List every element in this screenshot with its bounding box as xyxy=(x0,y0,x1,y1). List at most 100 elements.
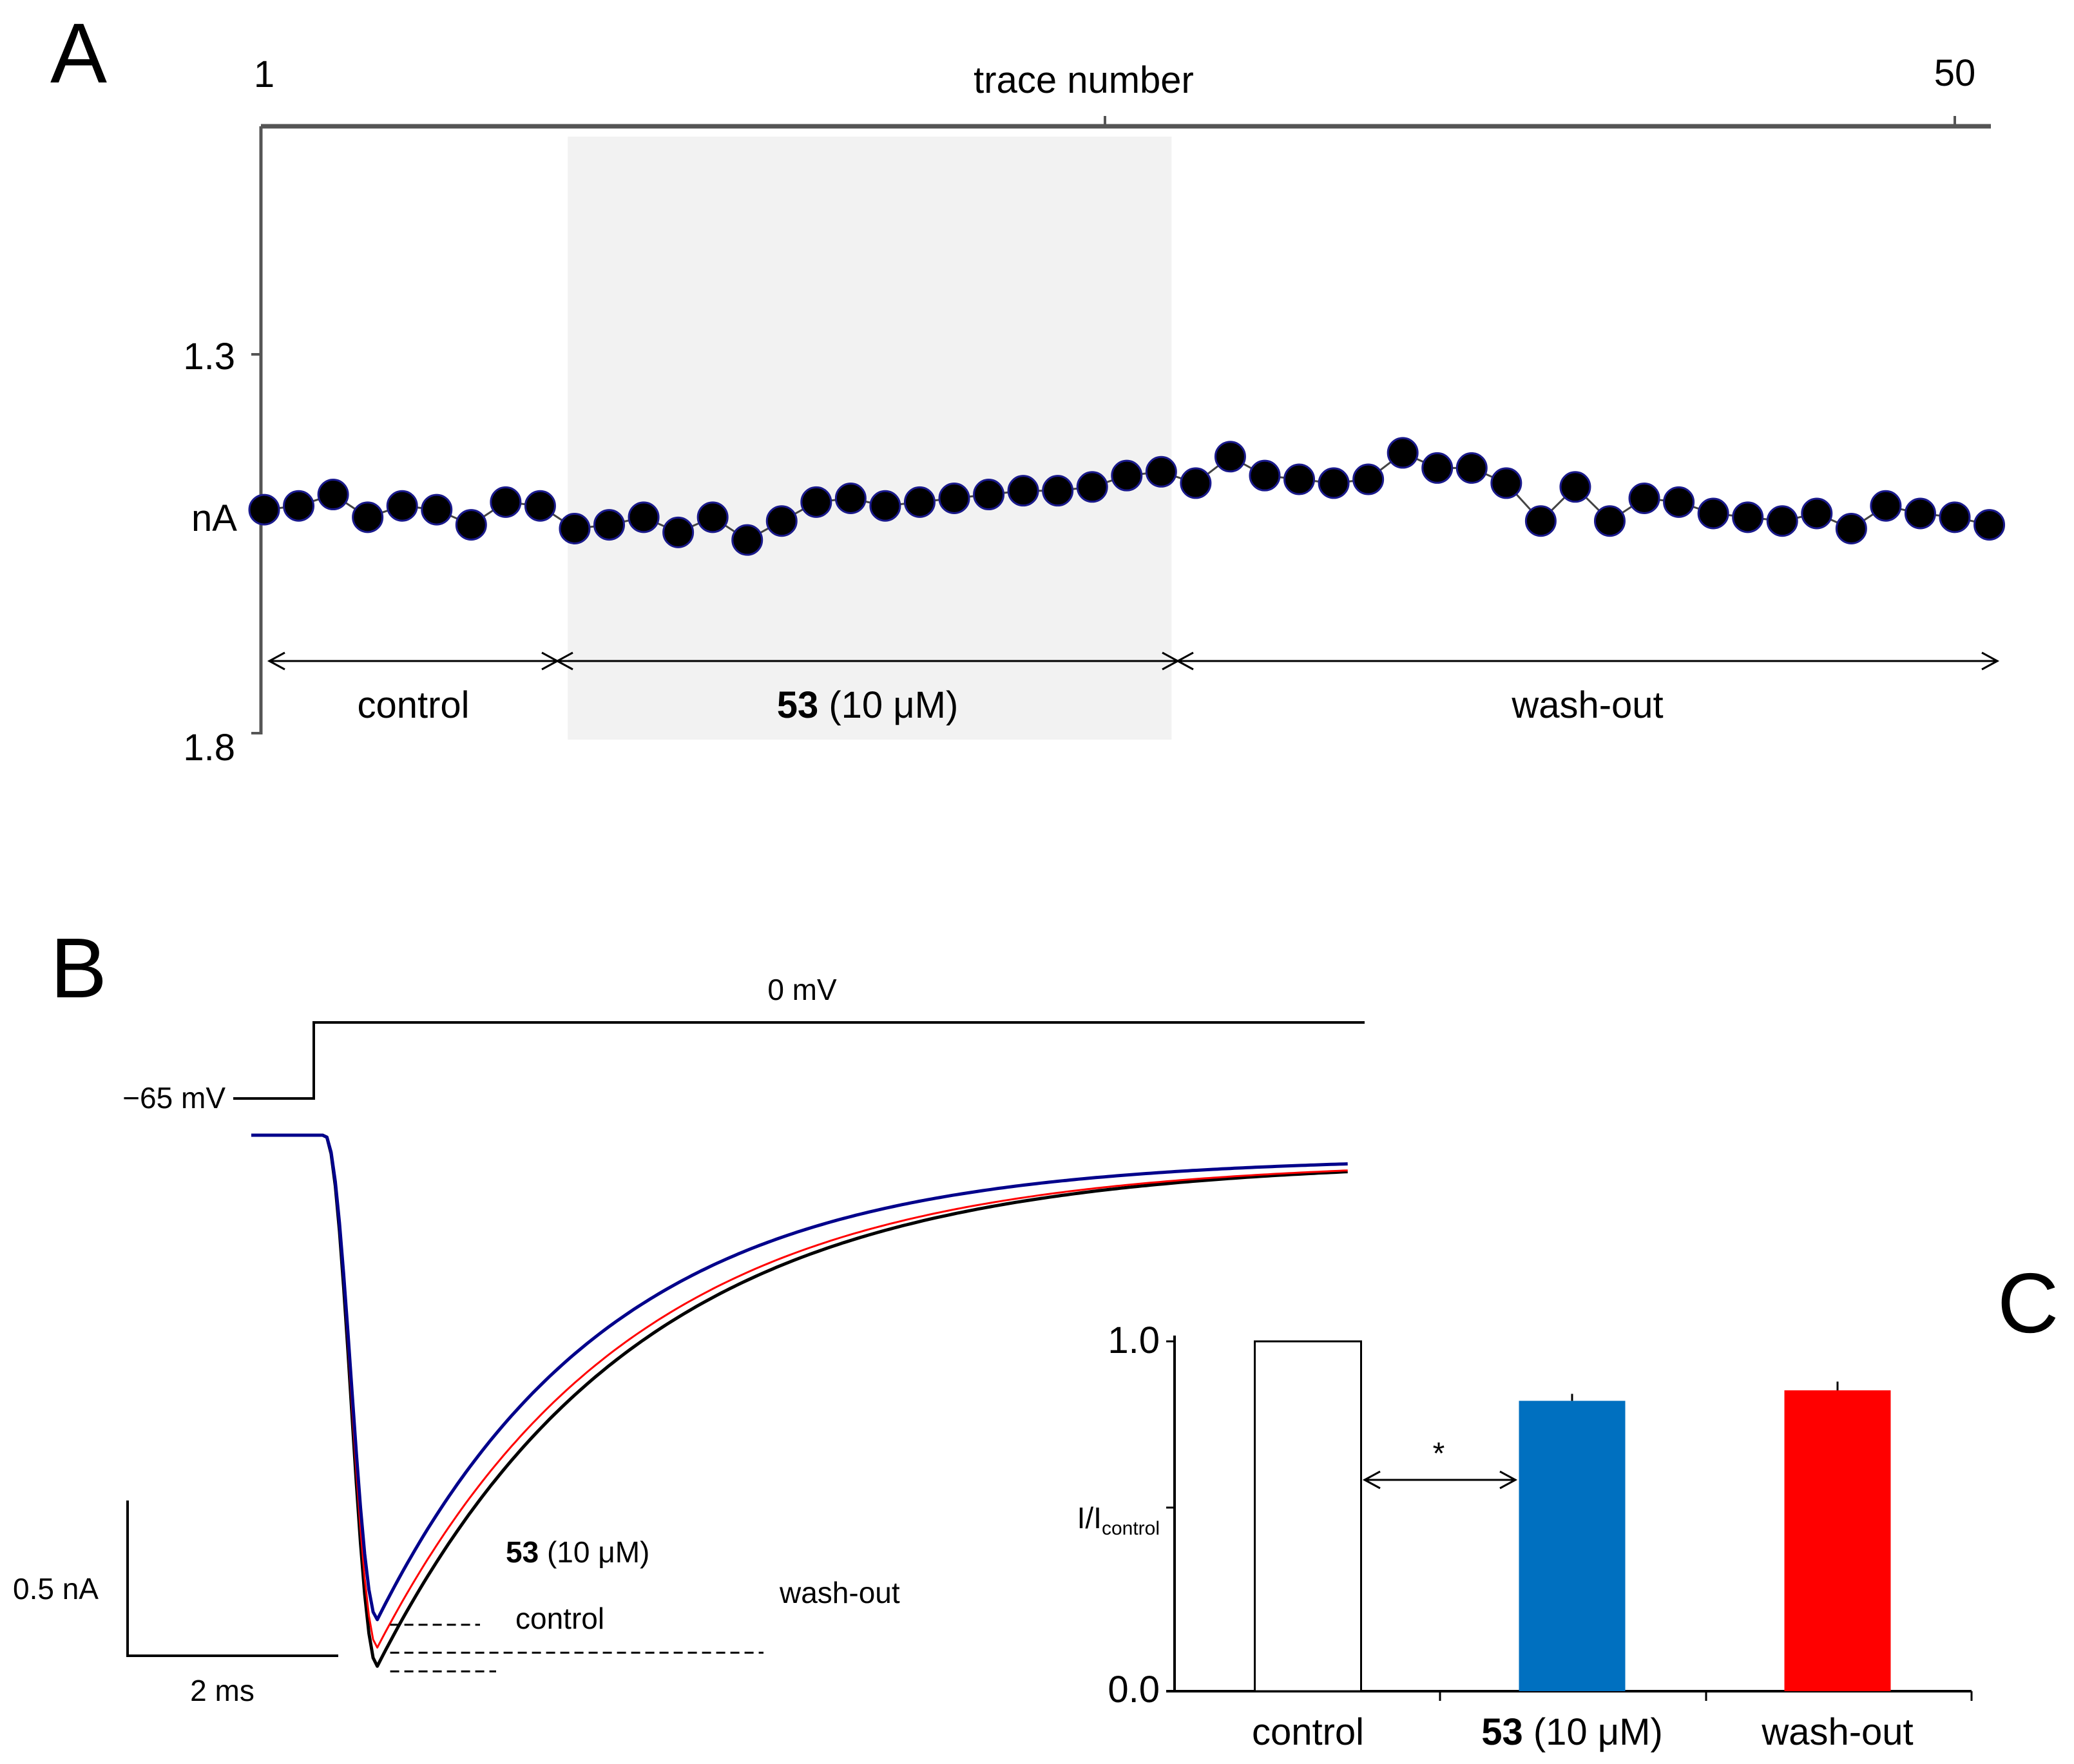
peak-label-text: (10 μM) xyxy=(539,1535,649,1569)
current-traces xyxy=(251,1133,1348,1668)
y-tick-label-1-8: 1.8 xyxy=(183,727,235,769)
bar-2 xyxy=(1519,1401,1626,1691)
panel-b-letter: B xyxy=(50,921,107,1015)
data-point xyxy=(800,486,832,518)
voltage-protocol xyxy=(233,1021,1365,1100)
data-point xyxy=(1214,441,1246,473)
data-points xyxy=(248,437,2006,556)
compound-number: 53 xyxy=(506,1535,539,1569)
peak-label: 53 (10 μM) xyxy=(506,1535,649,1569)
data-point xyxy=(1283,463,1316,495)
category-label: control xyxy=(1252,1711,1364,1753)
period-text: control xyxy=(357,684,469,726)
data-point xyxy=(1249,459,1281,492)
category-label: 53 (10 μM) xyxy=(1481,1711,1663,1753)
data-point xyxy=(559,512,591,544)
data-point xyxy=(490,486,522,518)
data-point xyxy=(1939,501,1971,533)
data-point xyxy=(248,494,280,526)
x-axis-label: trace number xyxy=(974,59,1194,101)
data-point xyxy=(696,501,729,533)
data-point xyxy=(1111,459,1143,492)
y-axis-label: nA xyxy=(191,497,237,539)
data-point xyxy=(317,479,349,511)
step-potential-label: 0 mV xyxy=(767,973,837,1006)
data-point xyxy=(1007,475,1039,507)
data-point xyxy=(1042,475,1074,507)
peak-labels: control 53 (10 μM) wash-out xyxy=(390,1535,900,1673)
compound-number: 53 xyxy=(1481,1711,1523,1753)
data-point xyxy=(1870,490,1902,522)
trace-53-10-m- xyxy=(251,1133,1348,1622)
data-point xyxy=(1490,467,1522,499)
data-point xyxy=(1801,497,1833,530)
significance-marker: * xyxy=(1433,1437,1445,1471)
data-point xyxy=(628,501,660,533)
panel-a-letter: A xyxy=(50,6,107,101)
data-point xyxy=(938,482,970,514)
peak-label-text: control xyxy=(515,1602,604,1635)
panel-c: C 1.0 0.0 I/Icontrol control 53 (10 μM) wa… xyxy=(1077,1256,2059,1753)
x-tick-label-1: 1 xyxy=(254,53,274,95)
data-point xyxy=(1076,471,1108,503)
data-point xyxy=(352,501,384,533)
category-label: wash-out xyxy=(1761,1711,1913,1753)
data-point xyxy=(1352,463,1385,495)
category-text: control xyxy=(1252,1711,1364,1753)
peak-label-text: wash-out xyxy=(779,1576,900,1609)
data-point xyxy=(973,479,1005,511)
peak-label: wash-out xyxy=(779,1576,900,1609)
data-point xyxy=(903,486,936,518)
data-point xyxy=(765,505,798,537)
category-text: (10 μM) xyxy=(1523,1711,1663,1753)
data-point xyxy=(593,509,626,541)
panel-c-letter: C xyxy=(1997,1256,2059,1350)
scale-bar-time-label: 2 ms xyxy=(190,1674,254,1707)
data-point xyxy=(524,490,556,522)
data-point xyxy=(1835,512,1867,544)
data-point xyxy=(386,490,418,522)
period-text: wash-out xyxy=(1511,684,1663,726)
scale-bar-current-label: 0.5 nA xyxy=(13,1572,99,1606)
data-point xyxy=(1628,482,1660,514)
data-point xyxy=(1145,455,1177,488)
y-axis-label: I/Icontrol xyxy=(1077,1501,1160,1539)
data-point xyxy=(1766,505,1798,537)
data-point xyxy=(1663,486,1695,518)
period-label: control xyxy=(357,684,469,726)
bars: control 53 (10 μM) wash-out xyxy=(1252,1340,1914,1753)
data-point xyxy=(869,490,901,522)
y-tick-label-0-0: 0.0 xyxy=(1108,1669,1160,1711)
data-point xyxy=(1318,467,1350,499)
data-point xyxy=(421,494,453,526)
data-point xyxy=(1559,471,1591,503)
data-point xyxy=(1973,509,2006,541)
trace-control xyxy=(251,1133,1348,1668)
treatment-shaded-region xyxy=(568,137,1172,740)
period-label: wash-out xyxy=(1511,684,1663,726)
period-text: (10 μM) xyxy=(818,684,958,726)
data-point xyxy=(1387,437,1419,469)
data-point xyxy=(1180,467,1212,499)
period-label: 53 (10 μM) xyxy=(777,684,959,726)
scale-bar xyxy=(126,1500,338,1657)
data-point xyxy=(1455,452,1488,484)
data-point xyxy=(455,509,487,541)
peak-label: control xyxy=(515,1602,604,1635)
data-point xyxy=(1593,505,1626,537)
bar-3 xyxy=(1784,1390,1891,1691)
y-tick-label-1-0: 1.0 xyxy=(1108,1319,1160,1361)
data-point xyxy=(662,516,695,548)
data-point xyxy=(1904,497,1936,530)
category-text: wash-out xyxy=(1761,1711,1913,1753)
data-point xyxy=(834,482,867,514)
data-point xyxy=(1524,505,1557,537)
trace-wash-out xyxy=(251,1134,1348,1649)
data-point xyxy=(1421,452,1454,484)
x-tick-label-50: 50 xyxy=(1934,52,1976,94)
data-point xyxy=(283,490,315,522)
panel-a: A 1 50 trace number 1.3 1.8 nA control 53… xyxy=(50,6,2006,769)
period-annotations: control 53 (10 μM) wash-out xyxy=(267,651,2000,726)
